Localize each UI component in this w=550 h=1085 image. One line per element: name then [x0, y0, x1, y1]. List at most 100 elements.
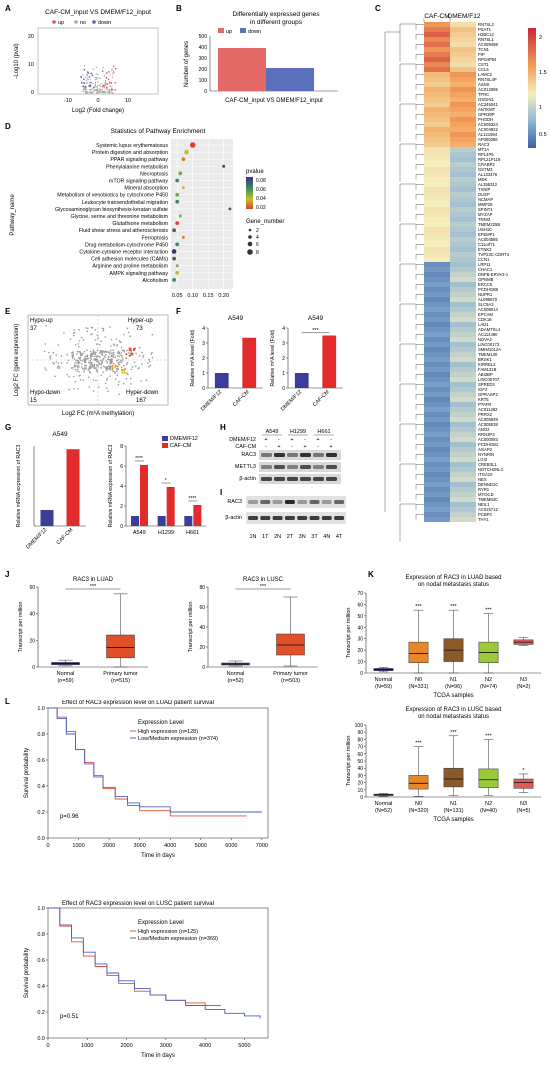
quadrant-point [79, 378, 82, 381]
pathway-dot [181, 186, 185, 190]
heatmap-gene-label: CRABP2 [478, 162, 495, 167]
quadrant-point [94, 352, 97, 354]
deg-bar-up [218, 48, 266, 91]
quadrant-point [86, 330, 89, 333]
blot-band [300, 477, 311, 481]
box-category-label: N0 [415, 801, 422, 807]
heatmap-gene-label: PCDHGB1 [478, 442, 499, 447]
heatmap-cell [424, 87, 450, 92]
bar [157, 516, 166, 526]
heatmap-gene-label: SLC9A3 [478, 302, 494, 307]
deg-title: Differentially expressed genes [233, 11, 321, 18]
heatmap-scale-tick: 1.5 [539, 70, 547, 76]
box-count-label: (n=515) [111, 678, 130, 684]
blot-lane-label: 1N [249, 534, 256, 540]
volcano-legend-up: up [58, 20, 64, 26]
survival-ytick: 0.4 [37, 984, 45, 990]
heatmap-cell [424, 452, 450, 457]
heatmap-gene-label: LINC00707 [478, 377, 500, 382]
volcano-point [96, 78, 98, 80]
box-ytick: 30 [357, 637, 363, 643]
heatmap-gene-label: ANTKMT [478, 107, 496, 112]
volcano-point [87, 75, 89, 77]
volcano-point [96, 89, 98, 91]
quadrant-point [111, 369, 114, 371]
box-count-label: (N=40) [480, 808, 497, 814]
volcano-point [89, 91, 92, 93]
heatmap-cell [424, 167, 450, 172]
heatmap-gene-label: AC004922 [478, 127, 498, 132]
quadrant-point [130, 383, 132, 385]
panel-label-j: J [5, 570, 10, 579]
gene-number-tick: 4 [256, 235, 259, 241]
volcano-point [112, 92, 114, 94]
panel-label-b: B [176, 4, 182, 13]
pathway-label: Alcoholism [142, 278, 168, 284]
blot-band [287, 453, 298, 457]
bar-ytick: 0 [282, 386, 285, 392]
quadrant-point-highlight [116, 365, 119, 368]
volcano-point [86, 81, 88, 84]
survival-xtick: 2000 [103, 843, 115, 849]
heatmap-gene-labels: RN7SL2PSAT1H2BC12RN7SL1AC099498TCN1PIPRP… [478, 22, 510, 522]
volcano-point [82, 90, 85, 93]
blot-band [300, 453, 311, 457]
heatmap-cells [424, 22, 476, 522]
panel-label-i: I [220, 488, 223, 497]
blot-membrane [246, 512, 346, 524]
quadrant-point [120, 341, 122, 343]
bar-ylabel: Relative mRNA expression of RAC3 [16, 445, 22, 528]
quadrant-point [82, 379, 85, 382]
heatmap-gene-label: PRRX2 [478, 412, 493, 417]
heatmap-cell [450, 262, 476, 267]
heatmap-gene-label: CCL5 [478, 67, 489, 72]
bar-category-label: A549 [133, 530, 146, 536]
box-ylabel: Transcript per million [346, 608, 352, 659]
heatmap-cell [450, 227, 476, 232]
heatmap-cell [424, 447, 450, 452]
heatmap-cell [424, 482, 450, 487]
quadrant-point [100, 374, 103, 376]
significance-mark: **** [188, 496, 196, 502]
volcano-point-down [88, 76, 91, 78]
box-category-label: Normal [375, 677, 393, 683]
quadrant-point [83, 350, 86, 353]
bar [140, 465, 148, 526]
heatmap-gene-label: NES [478, 477, 487, 482]
quadrant-point [78, 370, 81, 373]
quadrant-point [116, 343, 118, 346]
quadrant-point [125, 363, 128, 366]
heatmap-gene-label: MYOCD [478, 492, 494, 497]
bar-legend-label: CAF-CM [170, 443, 192, 449]
quadrant-point [60, 355, 63, 357]
quadrant-point [126, 361, 129, 364]
blot-band [284, 500, 295, 504]
heatmap-cell [450, 217, 476, 222]
heatmap-cell [424, 462, 450, 467]
box-ytick: 10 [357, 788, 363, 794]
pathway-label: Necroptosis [140, 171, 168, 177]
volcano-point-up [102, 85, 104, 87]
heatmap-scale-tick: 0.5 [539, 132, 547, 138]
quadrant-point-highlight [128, 349, 131, 352]
box-category-label: N1 [450, 677, 457, 683]
heatmap-gene-label: GPNMB [478, 277, 494, 282]
quadrant-point [109, 326, 111, 328]
volcano-point [111, 91, 113, 94]
heatmap-cell [424, 327, 450, 332]
volcano-xtick: 0 [96, 98, 99, 104]
volcano-legend-down: down [98, 20, 111, 26]
box [276, 633, 305, 656]
box-category-label: N2 [485, 677, 492, 683]
quadrant-point [91, 365, 94, 368]
heatmap-cell [450, 302, 476, 307]
bar [193, 505, 202, 526]
heatmap-gene-label: CCN1 [478, 257, 490, 262]
heatmap-gene-label: AP000356 [478, 137, 498, 142]
volcano-point [89, 88, 91, 91]
heatmap-cell [450, 87, 476, 92]
quadrant-point [44, 343, 47, 345]
quadrant-point [105, 369, 108, 372]
quadrant-point [71, 356, 74, 358]
heatmap-cell [424, 57, 450, 62]
